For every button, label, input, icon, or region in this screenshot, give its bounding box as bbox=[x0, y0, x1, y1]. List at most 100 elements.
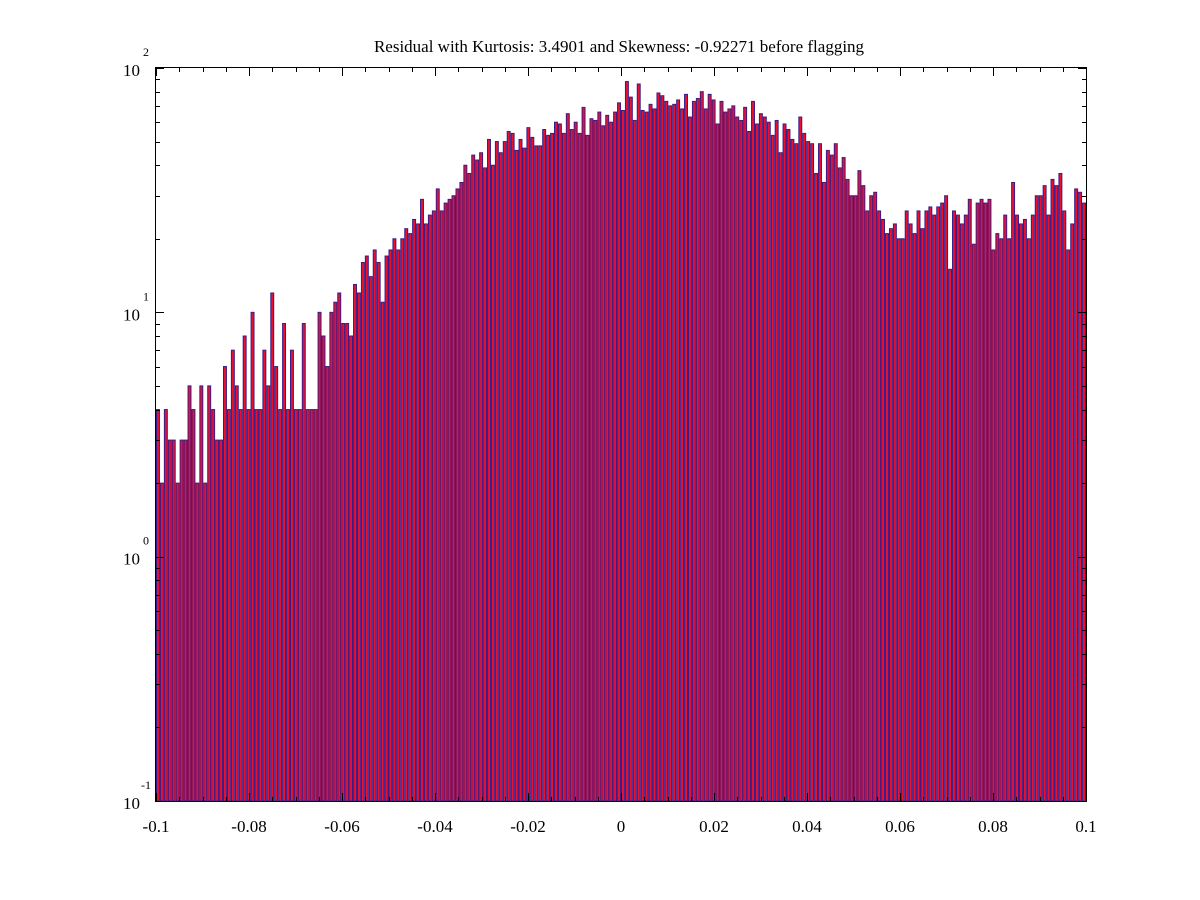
x-tick-label: 0.08 bbox=[978, 817, 1008, 836]
histogram-bar bbox=[668, 105, 673, 802]
histogram-bar bbox=[585, 134, 590, 802]
histogram-bar bbox=[664, 100, 669, 802]
histogram-bar bbox=[423, 223, 428, 802]
histogram-bar bbox=[845, 178, 850, 802]
histogram-bar bbox=[368, 276, 373, 802]
histogram-bar bbox=[565, 113, 570, 802]
histogram-bar bbox=[790, 138, 795, 802]
histogram-bar bbox=[975, 202, 980, 802]
histogram-bar bbox=[1058, 173, 1063, 802]
histogram-bar bbox=[286, 409, 290, 802]
histogram-bar bbox=[317, 311, 322, 802]
histogram-bar bbox=[337, 292, 342, 802]
histogram-bar bbox=[652, 108, 657, 802]
histogram-bar bbox=[573, 121, 578, 802]
histogram-bar bbox=[676, 99, 681, 802]
histogram-bar bbox=[534, 145, 539, 802]
histogram-bar bbox=[1074, 188, 1079, 802]
histogram-bar bbox=[171, 439, 176, 802]
x-tick-label: -0.02 bbox=[510, 817, 545, 836]
histogram-bar bbox=[353, 283, 357, 802]
histogram-bar bbox=[179, 439, 184, 802]
histogram-bar bbox=[1038, 195, 1043, 802]
histogram-bar bbox=[1015, 214, 1020, 802]
histogram-bar bbox=[557, 123, 562, 802]
histogram-bar bbox=[439, 210, 444, 802]
histogram-bar bbox=[766, 121, 771, 802]
histogram-bar bbox=[191, 409, 196, 802]
histogram-bar bbox=[648, 103, 653, 802]
histogram-bar bbox=[751, 100, 755, 802]
histogram-bar bbox=[660, 95, 665, 802]
histogram-bar bbox=[175, 482, 180, 802]
y-tick-exponent: 2 bbox=[143, 45, 149, 59]
histogram-bar bbox=[455, 188, 460, 802]
histogram-bar bbox=[226, 409, 231, 802]
histogram-bar bbox=[475, 159, 480, 802]
histogram-bar bbox=[305, 409, 310, 802]
histogram-bar bbox=[983, 202, 988, 802]
histogram-bar bbox=[416, 223, 421, 802]
histogram-bar bbox=[829, 154, 834, 802]
histogram-bar bbox=[695, 98, 700, 802]
histogram-bar bbox=[262, 349, 267, 802]
histogram-bar bbox=[163, 409, 168, 802]
histogram-bar bbox=[159, 482, 164, 802]
histogram-bar bbox=[372, 249, 377, 802]
histogram-bar bbox=[487, 138, 491, 802]
histogram-bar bbox=[605, 114, 610, 802]
histogram-bar bbox=[546, 134, 551, 802]
x-tick-label: -0.1 bbox=[143, 817, 170, 836]
histogram-bar bbox=[825, 149, 830, 802]
histogram-bar bbox=[924, 210, 929, 802]
histogram-bar bbox=[684, 93, 688, 802]
histogram-bar bbox=[297, 409, 302, 802]
histogram-bar bbox=[408, 233, 413, 802]
histogram-bar bbox=[356, 292, 361, 802]
x-tick-label: -0.08 bbox=[231, 817, 266, 836]
histogram-bar bbox=[837, 167, 842, 802]
histogram-bar bbox=[510, 132, 515, 802]
histogram-bar bbox=[467, 173, 472, 802]
histogram-bar bbox=[833, 143, 838, 802]
histogram-bar bbox=[333, 301, 338, 802]
histogram-bar bbox=[687, 116, 692, 802]
histogram-bar bbox=[869, 195, 874, 802]
histogram-bar bbox=[1007, 238, 1012, 802]
histogram-bar bbox=[1019, 223, 1023, 802]
histogram-bar bbox=[483, 167, 488, 802]
histogram-bar bbox=[250, 311, 255, 802]
histogram-bar bbox=[640, 110, 645, 802]
histogram-bar bbox=[258, 409, 263, 802]
histogram-bar bbox=[1034, 195, 1039, 802]
histogram-bar bbox=[1003, 214, 1008, 802]
histogram-bar bbox=[360, 261, 365, 802]
histogram-bar bbox=[948, 268, 953, 802]
histogram-bar bbox=[628, 96, 633, 802]
histogram-bar bbox=[514, 149, 519, 802]
histogram-bar bbox=[770, 134, 775, 802]
histogram-bar bbox=[798, 116, 803, 802]
histogram-bar bbox=[747, 130, 752, 802]
histogram-bar bbox=[1011, 181, 1016, 802]
histogram-bar bbox=[301, 323, 306, 802]
histogram-bar bbox=[940, 202, 945, 802]
histogram-bar bbox=[187, 385, 192, 802]
histogram-bar bbox=[743, 106, 748, 802]
histogram-bar bbox=[944, 195, 949, 802]
histogram-bar bbox=[230, 349, 235, 802]
histogram-bar bbox=[167, 439, 172, 802]
histogram-bar bbox=[892, 223, 897, 802]
histogram-bar bbox=[632, 119, 637, 802]
histogram-bar bbox=[1026, 238, 1031, 802]
x-tick-label: 0.06 bbox=[885, 817, 915, 836]
histogram-bar bbox=[282, 323, 287, 802]
histogram-bar bbox=[183, 439, 188, 802]
histogram-bar bbox=[156, 409, 160, 802]
x-tick-label: -0.06 bbox=[324, 817, 359, 836]
histogram-bar bbox=[723, 111, 728, 802]
histogram-bar bbox=[199, 385, 204, 802]
histogram-bar bbox=[601, 125, 606, 802]
histogram-bar bbox=[435, 188, 440, 802]
